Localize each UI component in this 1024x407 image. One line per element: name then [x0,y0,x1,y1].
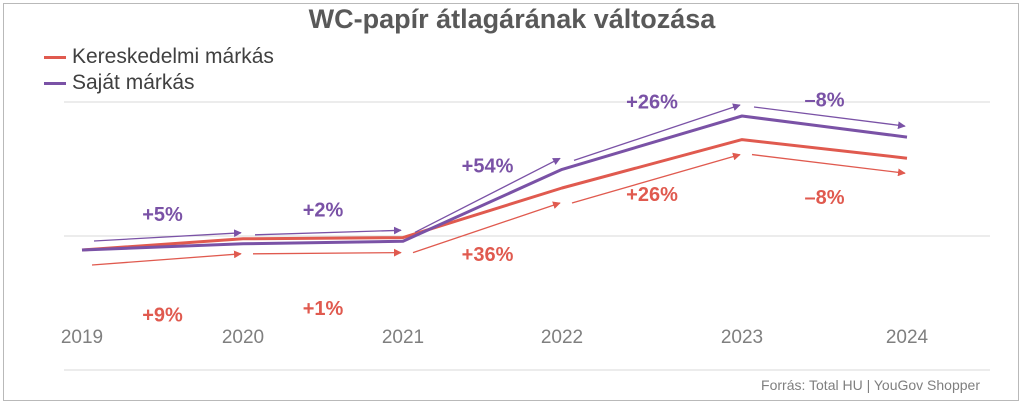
legend-swatch-sajat [44,81,66,85]
x-tick-label: 2022 [541,327,583,348]
change-arrow-sajat [753,106,906,130]
chart-title: WC-papír átlagárának változása [308,4,716,34]
x-tick-label: 2020 [222,327,264,348]
x-tick-label: 2023 [721,327,763,348]
legend-item-sajat: Saját márkás [44,70,274,96]
change-label-kereskedelmi: +26% [626,184,678,206]
change-label-sajat: +5% [142,204,183,226]
change-label-kereskedelmi: +36% [462,244,514,266]
change-arrow-sajat [93,229,242,242]
change-label-sajat: +26% [626,92,678,114]
change-label-kereskedelmi: –8% [804,187,844,209]
change-arrow-kereskedelmi [91,250,242,266]
series-line-kereskedelmi [81,138,908,252]
change-arrow-sajat [414,157,561,233]
x-tick-label: 2024 [886,327,929,348]
chart-frame [3,3,1019,401]
source-note: Forrás: Total HU | YouGov Shopper [761,377,980,393]
x-tick-label: 2021 [382,327,424,348]
change-arrow-kereskedelmi [751,153,906,177]
legend: Kereskedelmi márkás Saját márkás [44,44,274,96]
change-label-kereskedelmi: +1% [303,298,344,320]
change-arrow-sajat [254,226,402,236]
legend-label-kereskedelmi: Kereskedelmi márkás [72,45,274,68]
change-arrow-sajat [573,103,741,161]
change-label-sajat: +2% [303,200,344,222]
change-label-sajat: +54% [462,155,514,177]
series-line-sajat [81,114,908,252]
legend-label-sajat: Saját márkás [72,71,195,94]
change-label-sajat: –8% [804,90,844,112]
x-tick-label: 2019 [61,327,103,348]
change-arrow-kereskedelmi [252,248,402,257]
legend-item-kereskedelmi: Kereskedelmi márkás [44,44,274,70]
change-arrow-kereskedelmi [571,152,741,204]
change-arrow-kereskedelmi [412,201,561,254]
change-label-kereskedelmi: +9% [142,304,183,326]
legend-swatch-kereskedelmi [44,55,66,59]
